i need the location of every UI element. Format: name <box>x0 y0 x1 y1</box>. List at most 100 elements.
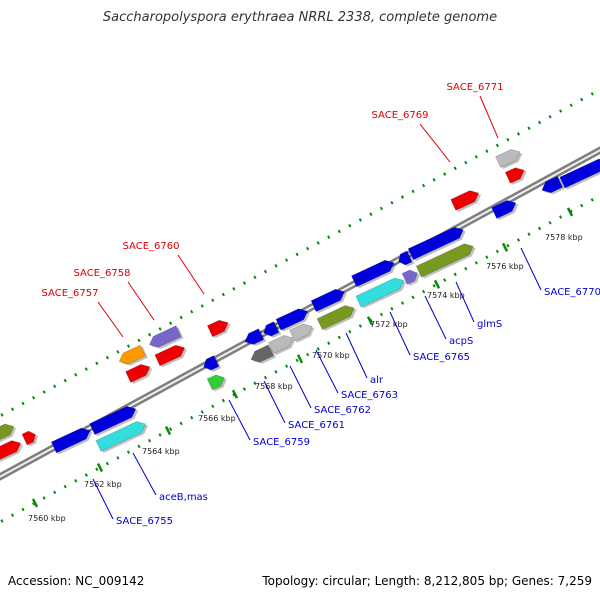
gene-arrow-dark-gray-body <box>250 344 274 363</box>
gene-arrow-olive-alr[interactable] <box>316 305 357 332</box>
gene-arrow-olive-glms[interactable] <box>415 243 476 279</box>
leader-sace-6765 <box>389 311 411 356</box>
gene-label-sace-6763[interactable]: SACE_6763 <box>341 390 398 401</box>
gene-arrow-blue-11-body <box>559 158 600 189</box>
tick-mark-6 <box>366 316 374 326</box>
gene-arrow-green-small-body <box>206 374 225 391</box>
gene-label-alr[interactable]: alr <box>370 375 384 386</box>
tick-mark-5 <box>296 354 304 364</box>
tick-label-7578-kbp: 7578 kbp <box>545 233 583 242</box>
gene-label-glms[interactable]: glmS <box>477 319 502 330</box>
tick-mark-9 <box>566 207 574 217</box>
gene-arrow-cyan-acps-body <box>355 277 405 308</box>
leader-acps <box>424 295 447 340</box>
gene-label-aceb-mas[interactable]: aceB,mas <box>159 492 208 503</box>
tick-label-7568-kbp: 7568 kbp <box>255 382 293 391</box>
gene-arrow-blue-1[interactable] <box>50 427 93 455</box>
gene-arrow-red-edge[interactable] <box>0 440 24 462</box>
gene-arrow-blue-7[interactable] <box>351 259 397 289</box>
leader-sace-6763 <box>315 349 339 394</box>
gene-arrow-blue-11[interactable] <box>559 158 600 190</box>
gene-arrow-blue-3-body <box>244 328 265 345</box>
gene-arrow-red-6760[interactable] <box>207 319 231 339</box>
gene-arrow-cyan-aceb[interactable] <box>95 421 148 454</box>
gene-arrow-red-6758b[interactable] <box>154 344 187 368</box>
leader-sace-6759 <box>228 399 251 441</box>
gene-label-sace_6758[interactable]: SACE_6758 <box>74 268 131 279</box>
gene-arrow-olive-edge-body <box>0 423 15 440</box>
tick-label-7572-kbp: 7572 kbp <box>370 320 408 329</box>
gene-arrow-green-small[interactable] <box>206 374 227 392</box>
gene-arrow-dark-gray[interactable] <box>250 344 276 364</box>
gene-arrow-blue-8-body <box>407 226 464 261</box>
inner-tick-row <box>0 193 600 524</box>
leader-sace_6757 <box>97 301 124 338</box>
tick-mark-1 <box>31 498 39 508</box>
tick-label-7576-kbp: 7576 kbp <box>486 262 524 271</box>
gene-arrow-olive-edge[interactable] <box>0 423 17 445</box>
gene-arrow-gray-1[interactable] <box>268 335 296 356</box>
gene-arrow-blue-6759-body <box>203 355 220 371</box>
gene-label-sace-6755[interactable]: SACE_6755 <box>116 516 173 527</box>
gene-arrow-red-small-left-body <box>21 430 36 446</box>
tick-label-7560-kbp: 7560 kbp <box>28 514 66 523</box>
gene-arrow-purple-small[interactable] <box>401 269 420 286</box>
gene-arrow-blue-3[interactable] <box>244 328 267 346</box>
gene-arrow-blue-4[interactable] <box>263 321 282 338</box>
gene-arrow-gray-2[interactable] <box>289 323 315 343</box>
leader-alr <box>345 332 368 379</box>
gene-arrow-red-small-left[interactable] <box>21 430 38 447</box>
gene-label-acps[interactable]: acpS <box>449 336 473 347</box>
gene-arrow-purple-small-body <box>401 269 418 285</box>
gene-arrow-red-6771[interactable] <box>504 167 527 185</box>
gene-arrow-red-6760-body <box>207 319 229 338</box>
gene-arrow-purple-6758-body <box>149 325 182 348</box>
genome-summary: Topology: circular; Length: 8,212,805 bp… <box>262 574 592 588</box>
gene-label-sace-6761[interactable]: SACE_6761 <box>288 420 345 431</box>
gene-label-sace_6760[interactable]: SACE_6760 <box>123 241 180 252</box>
gene-arrow-red-6769-body <box>450 190 480 211</box>
gene-arrow-blue-10[interactable] <box>541 175 565 195</box>
gene-arrow-blue-small-glms[interactable] <box>398 250 415 267</box>
gene-arrow-purple-6758[interactable] <box>149 325 184 349</box>
gene-arrow-cyan-acps[interactable] <box>355 277 407 309</box>
tick-mark-4 <box>231 389 239 399</box>
gene-arrow-blue-2[interactable] <box>89 406 139 437</box>
gene-arrow-blue-5-body <box>275 308 308 331</box>
gene-arrow-blue-6[interactable] <box>310 288 347 314</box>
leader-glms <box>455 281 475 323</box>
tick-label-7564-kbp: 7564 kbp <box>142 447 180 456</box>
gene-arrow-cyan-aceb-body <box>95 421 147 452</box>
gene-label-sace-6765[interactable]: SACE_6765 <box>413 352 470 363</box>
gene-label-sace_6771[interactable]: SACE_6771 <box>447 82 504 93</box>
gene-arrow-blue-9[interactable] <box>491 200 519 221</box>
gene-arrow-red-6757[interactable] <box>125 364 153 385</box>
gene-arrow-blue-5[interactable] <box>275 308 310 332</box>
gene-label-sace_6769[interactable]: SACE_6769 <box>372 110 429 121</box>
gene-arrow-red-6757-body <box>125 364 151 383</box>
gene-arrow-blue-10-body <box>541 175 563 194</box>
tick-mark-2 <box>96 463 104 473</box>
gene-arrow-red-6769[interactable] <box>450 190 482 212</box>
leader-sace-6755 <box>92 478 114 520</box>
gene-arrow-blue-8[interactable] <box>407 226 466 262</box>
tick-label-7574-kbp: 7574 kbp <box>427 291 465 300</box>
leader-sace_6758 <box>127 281 155 321</box>
tick-label-7566-kbp: 7566 kbp <box>198 414 236 423</box>
gene-arrow-blue-6759[interactable] <box>203 355 222 372</box>
gene-arrow-gray-6771[interactable] <box>495 149 523 170</box>
gene-arrow-blue-1-body <box>50 427 91 454</box>
accession-text: Accession: NC_009142 <box>8 574 145 588</box>
gene-arrow-olive-alr-body <box>316 305 355 330</box>
gene-arrow-orange[interactable] <box>118 344 148 366</box>
gene-label-sace-6762[interactable]: SACE_6762 <box>314 405 371 416</box>
tick-mark-3 <box>164 426 172 436</box>
tick-mark-7 <box>433 279 441 289</box>
gene-label-sace-6770[interactable]: SACE_6770 <box>544 287 600 298</box>
gene-label-sace-6759[interactable]: SACE_6759 <box>253 437 310 448</box>
leader-sace_6760 <box>177 254 205 295</box>
gene-label-sace_6757[interactable]: SACE_6757 <box>42 288 99 299</box>
gene-arrow-blue-6-body <box>310 288 345 312</box>
gene-arrow-gray-1-body <box>268 335 294 354</box>
